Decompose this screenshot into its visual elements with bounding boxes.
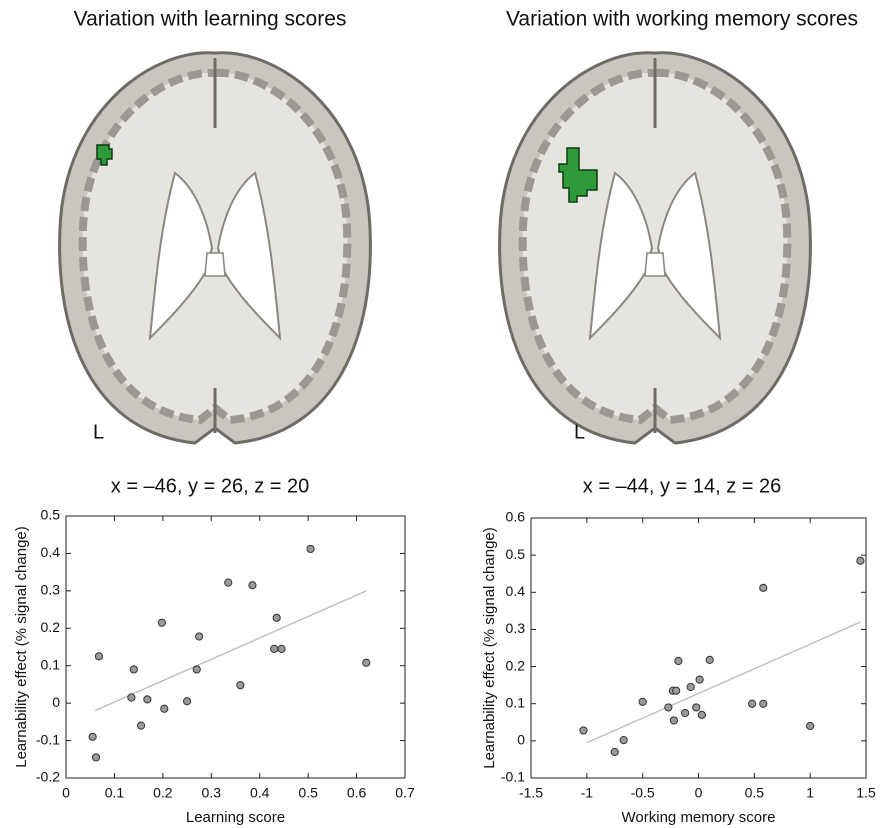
data-point: [363, 659, 370, 666]
data-point: [611, 748, 618, 755]
brain-right: [500, 53, 811, 443]
data-point: [670, 717, 677, 724]
x-tick-label: 0.3: [202, 785, 222, 801]
panel-title: Variation with working memory scores: [506, 8, 858, 31]
x-tick-label: 0: [62, 785, 70, 801]
data-point: [89, 733, 96, 740]
brain-label: L: [93, 421, 104, 443]
plot-frame: [531, 518, 866, 778]
y-tick-label: 0.3: [506, 620, 526, 636]
x-tick-label: -0.5: [631, 785, 655, 801]
data-point: [249, 582, 256, 589]
y-tick-label: 0.4: [506, 583, 526, 599]
y-tick-label: 0: [517, 732, 525, 748]
data-point: [696, 676, 703, 683]
y-tick-label: -0.1: [36, 731, 60, 747]
data-point: [675, 657, 682, 664]
panel-title: Variation with learning scores: [74, 8, 347, 31]
brain-label: L: [574, 421, 585, 443]
data-point: [130, 666, 137, 673]
x-tick-label: 0.7: [395, 785, 415, 801]
y-tick-label: -0.1: [501, 769, 525, 785]
data-point: [271, 645, 278, 652]
data-point: [273, 614, 280, 621]
x-tick-label: 1: [806, 785, 814, 801]
data-point: [580, 727, 587, 734]
x-tick-label: 0.4: [250, 785, 270, 801]
data-point: [673, 687, 680, 694]
x-tick-label: 1.5: [856, 785, 876, 801]
data-point: [158, 619, 165, 626]
x-tick-label: 0.5: [745, 785, 765, 801]
data-point: [857, 557, 864, 564]
data-point: [307, 545, 314, 552]
y-tick-label: -0.2: [36, 769, 60, 785]
x-tick-label: 0.1: [105, 785, 125, 801]
y-tick-label: 0.5: [41, 507, 61, 523]
data-point: [687, 683, 694, 690]
data-point: [161, 705, 168, 712]
data-point: [760, 584, 767, 591]
x-tick-label: 0.6: [347, 785, 367, 801]
y-axis-label: Learnability effect (% signal change): [481, 527, 498, 769]
data-point: [682, 709, 689, 716]
y-tick-label: 0.2: [41, 619, 61, 635]
y-tick-label: 0.4: [41, 544, 61, 560]
coordinates: x = –44, y = 14, z = 26: [583, 475, 781, 497]
data-point: [693, 704, 700, 711]
data-point: [128, 694, 135, 701]
fit-line: [95, 591, 366, 711]
data-point: [706, 656, 713, 663]
data-point: [196, 633, 203, 640]
data-point: [137, 722, 144, 729]
data-point: [760, 700, 767, 707]
y-tick-label: 0.1: [506, 694, 526, 710]
x-tick-label: 0.2: [153, 785, 173, 801]
data-point: [665, 704, 672, 711]
x-axis-label: Working memory score: [622, 809, 776, 826]
x-tick-label: -1.5: [519, 785, 543, 801]
y-tick-label: 0.3: [41, 582, 61, 598]
y-tick-label: 0.5: [506, 546, 526, 562]
x-tick-label: -1: [581, 785, 594, 801]
x-tick-label: 0: [695, 785, 703, 801]
data-point: [698, 711, 705, 718]
data-point: [92, 754, 99, 761]
data-point: [807, 722, 814, 729]
y-axis-label: Learnability effect (% signal change): [13, 526, 30, 768]
y-tick-label: 0.1: [41, 656, 61, 672]
data-point: [193, 666, 200, 673]
data-point: [144, 696, 151, 703]
y-tick-label: 0: [52, 694, 60, 710]
data-point: [237, 682, 244, 689]
data-point: [749, 700, 756, 707]
x-axis-label: Learning score: [186, 809, 285, 826]
x-tick-label: 0.5: [298, 785, 318, 801]
data-point: [95, 653, 102, 660]
figure: Variation with learning scores Variation…: [0, 0, 881, 828]
fit-line: [587, 622, 861, 743]
data-point: [620, 737, 627, 744]
brain-left: [60, 53, 371, 443]
coordinates: x = –46, y = 26, z = 20: [111, 475, 309, 497]
y-tick-label: 0.6: [506, 509, 526, 525]
data-point: [225, 579, 232, 586]
data-point: [278, 645, 285, 652]
plot-frame: [66, 516, 405, 778]
data-point: [639, 698, 646, 705]
y-tick-label: 0.2: [506, 657, 526, 673]
data-point: [183, 698, 190, 705]
